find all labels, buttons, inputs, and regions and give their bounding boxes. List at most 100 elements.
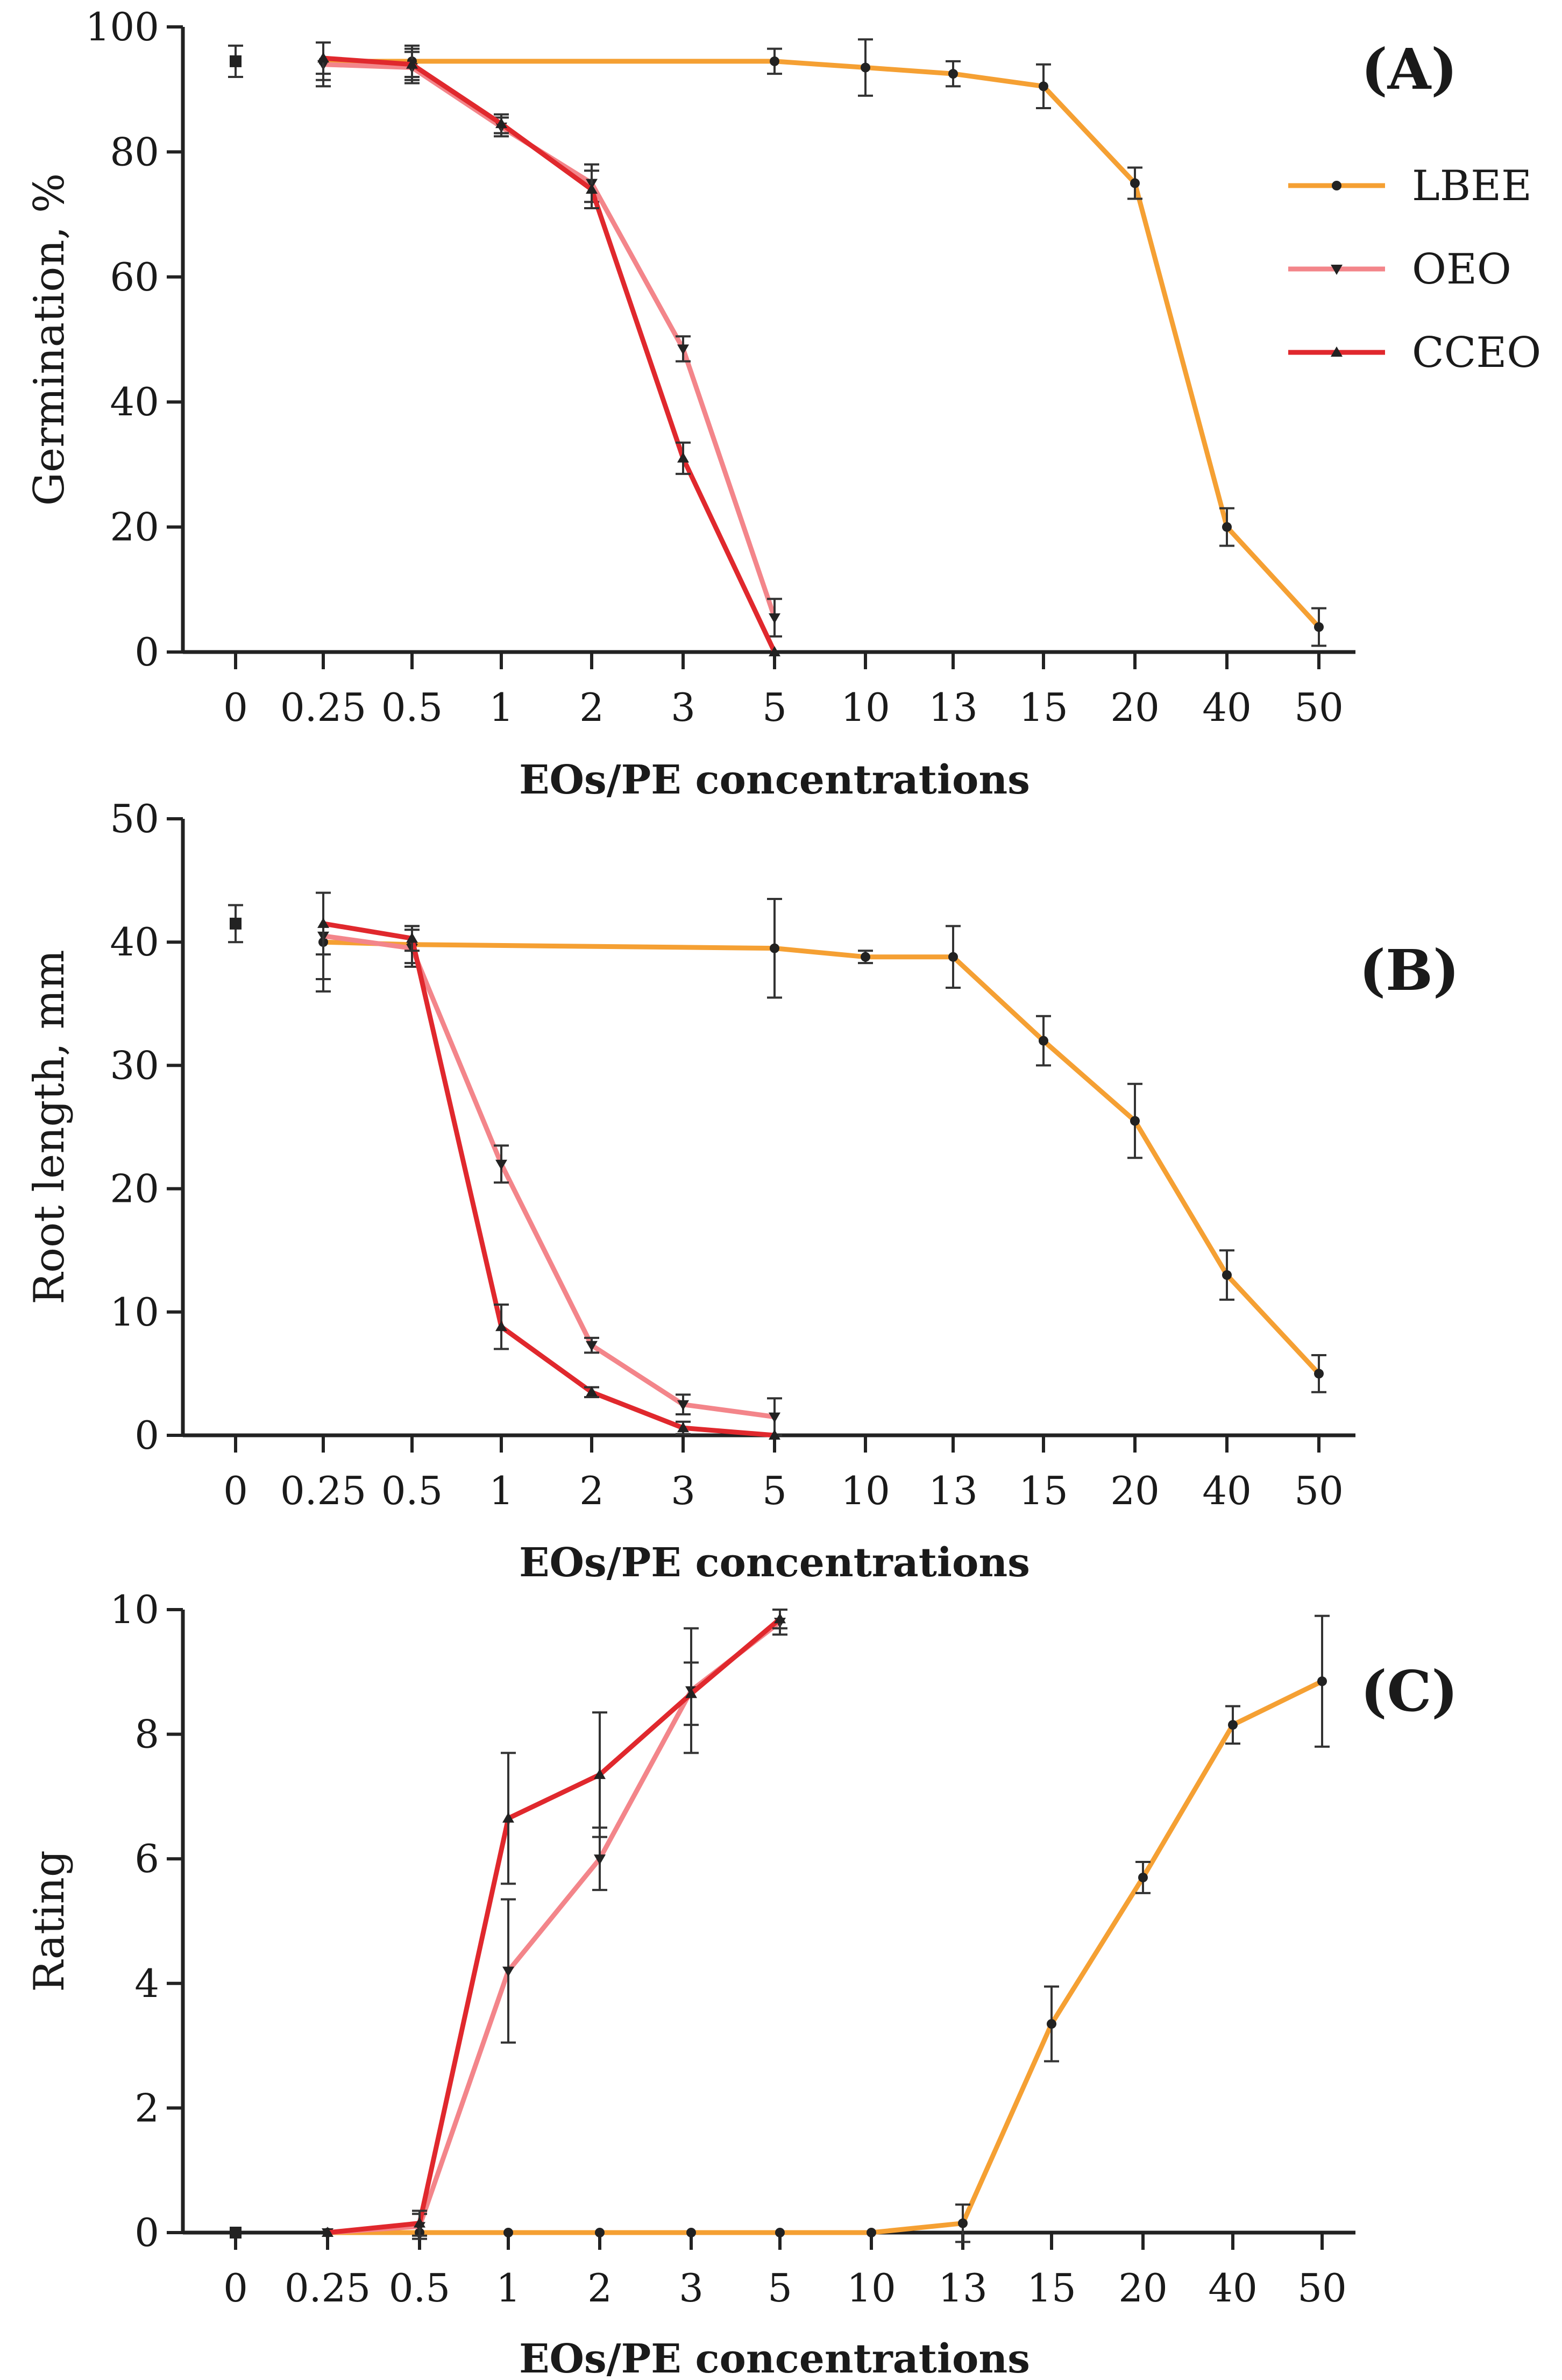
y-tick-label: 20	[110, 505, 159, 550]
data-point	[1047, 2019, 1056, 2029]
series-oeo	[322, 1609, 787, 2240]
panel-label: (C)	[1360, 1658, 1458, 1724]
series-line-cceo	[323, 55, 777, 653]
x-tick-label: 3	[679, 2265, 704, 2311]
x-tick-label: 0.5	[389, 2265, 451, 2311]
legend-marker	[1331, 346, 1343, 357]
x-tick-label: 20	[1110, 1468, 1160, 1513]
data-point	[1222, 522, 1232, 532]
series-line-lbee	[323, 59, 1321, 629]
y-tick-label: 0	[134, 2210, 159, 2255]
data-point	[502, 1966, 514, 1977]
x-tick-label: 0.5	[381, 1468, 443, 1513]
data-point	[586, 183, 598, 194]
x-tick-label: 0	[223, 1468, 248, 1513]
x-tick-label: 1	[489, 685, 514, 730]
x-tick-label: 20	[1118, 2265, 1168, 2311]
data-point	[774, 1613, 786, 1624]
data-point	[586, 1386, 598, 1397]
x-tick-label: 1	[489, 1468, 514, 1513]
data-point	[317, 52, 329, 63]
x-tick-label: 13	[928, 685, 978, 730]
legend-item-lbee: LBEE	[1288, 162, 1532, 210]
data-point	[406, 932, 418, 943]
y-tick-label: 10	[110, 1587, 159, 1632]
x-tick-label: 50	[1297, 2265, 1347, 2311]
chart-panel-2: 0 10 20 30 40 50 0 0.25 0.5 1 2 3 5 10 13 15 20 40 50 EOs/P…	[25, 796, 1459, 1586]
x-tick-label: 10	[847, 2265, 896, 2311]
series-line-cceo	[323, 921, 775, 1438]
control-marker	[230, 917, 242, 930]
x-tick-label: 0	[223, 2265, 248, 2311]
x-axis-title: EOs/PE concentrations	[519, 757, 1030, 803]
data-point	[677, 1422, 689, 1433]
y-axis-title: Root length, mm	[25, 950, 74, 1304]
x-tick-label: 10	[841, 1468, 890, 1513]
data-point	[502, 1812, 514, 1823]
data-point	[861, 952, 870, 962]
x-tick-label: 0.5	[381, 685, 443, 730]
y-tick-label: 60	[110, 254, 159, 300]
data-point	[1039, 81, 1048, 91]
series-cceo	[322, 1609, 787, 2237]
data-point	[1130, 178, 1140, 188]
x-tick-label: 10	[841, 685, 890, 730]
data-point	[1228, 1720, 1238, 1730]
series-line-lbee	[328, 1679, 1323, 2235]
x-tick-label: 40	[1208, 2265, 1258, 2311]
data-point	[861, 62, 870, 73]
series-lbee	[316, 38, 1326, 647]
y-tick-label: 10	[110, 1290, 159, 1335]
y-tick-label: 100	[86, 4, 159, 49]
series-cceo	[316, 41, 780, 656]
x-tick-label: 13	[928, 1468, 978, 1513]
data-point	[1317, 1676, 1327, 1687]
data-point	[775, 2228, 785, 2237]
x-tick-label: 5	[768, 2265, 792, 2311]
data-point	[1130, 1116, 1140, 1126]
x-axis-title: EOs/PE concentrations	[519, 2336, 1030, 2380]
x-tick-label: 50	[1294, 1468, 1344, 1513]
x-tick-label: 5	[762, 685, 787, 730]
data-point	[769, 613, 780, 624]
y-tick-label: 2	[134, 2085, 159, 2130]
x-tick-label: 0.25	[280, 685, 366, 730]
series-line-oeo	[327, 1620, 782, 2235]
y-tick-label: 20	[110, 1166, 159, 1212]
data-point	[685, 1688, 697, 1698]
y-tick-label: 0	[134, 629, 159, 675]
x-tick-label: 2	[579, 1468, 604, 1513]
legend-label: CCEO	[1412, 329, 1541, 377]
data-point	[948, 952, 958, 962]
legend-item-cceo: CCEO	[1288, 329, 1541, 377]
data-point	[770, 943, 779, 953]
y-tick-label: 8	[134, 1712, 159, 1757]
x-axis-title: EOs/PE concentrations	[519, 1540, 1030, 1586]
legend-marker	[1332, 181, 1341, 190]
x-tick-label: 2	[579, 685, 604, 730]
x-tick-label: 0	[223, 685, 248, 730]
data-point	[1222, 1270, 1232, 1280]
series-oeo	[316, 41, 782, 638]
data-point	[1138, 1872, 1148, 1882]
panel-label: (B)	[1359, 937, 1459, 1003]
control-point	[228, 44, 243, 78]
control-marker	[230, 2227, 242, 2239]
data-point	[948, 69, 958, 79]
data-point	[495, 118, 507, 129]
data-point	[769, 1429, 780, 1440]
data-point	[769, 646, 780, 656]
x-tick-label: 13	[938, 2265, 988, 2311]
x-tick-label: 15	[1019, 1468, 1068, 1513]
series-line-oeo	[323, 62, 777, 619]
data-point	[317, 917, 329, 928]
control-marker	[230, 55, 242, 67]
legend: LBEE OEO CCEO	[1288, 162, 1541, 377]
legend-label: OEO	[1412, 245, 1511, 294]
data-point	[495, 1321, 507, 1331]
x-tick-label: 0.25	[285, 2265, 371, 2311]
y-tick-label: 80	[110, 129, 159, 174]
panel-label: (A)	[1361, 36, 1457, 102]
x-tick-label: 40	[1202, 685, 1252, 730]
